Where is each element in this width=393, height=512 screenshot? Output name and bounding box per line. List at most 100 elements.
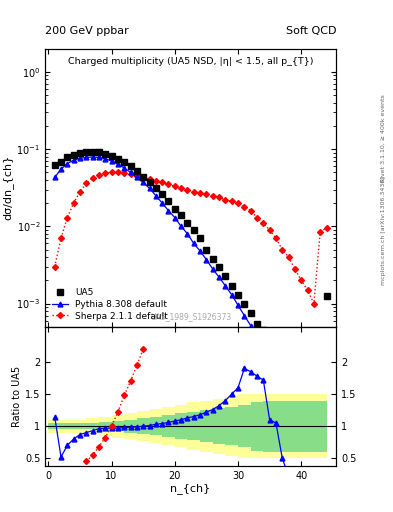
UA5 — [280, 341, 285, 347]
Pythia 8.308 default — [147, 185, 152, 191]
Sherpa 2.1.1 default — [191, 189, 196, 195]
Sherpa 2.1.1 default — [286, 254, 291, 260]
UA5 — [242, 301, 247, 307]
UA5 — [52, 162, 57, 168]
Sherpa 2.1.1 default — [141, 175, 145, 181]
Pythia 8.308 default — [198, 248, 202, 254]
Pythia 8.308 default — [191, 241, 196, 247]
Line: Pythia 8.308 default: Pythia 8.308 default — [52, 155, 329, 484]
Sherpa 2.1.1 default — [318, 229, 323, 235]
Sherpa 2.1.1 default — [147, 176, 152, 182]
Y-axis label: dσ/dn_{ch}: dσ/dn_{ch} — [3, 155, 14, 220]
Sherpa 2.1.1 default — [305, 287, 310, 293]
Sherpa 2.1.1 default — [52, 264, 57, 270]
UA5 — [267, 331, 272, 337]
UA5 — [166, 198, 171, 204]
Pythia 8.308 default — [248, 323, 253, 329]
Pythia 8.308 default — [173, 215, 177, 221]
Pythia 8.308 default — [292, 409, 297, 415]
Pythia 8.308 default — [255, 333, 259, 339]
UA5 — [255, 321, 259, 327]
Sherpa 2.1.1 default — [248, 207, 253, 214]
Pythia 8.308 default — [204, 257, 209, 263]
Pythia 8.308 default — [185, 231, 190, 237]
Sherpa 2.1.1 default — [173, 183, 177, 189]
UA5 — [141, 174, 145, 180]
UA5 — [324, 293, 329, 299]
UA5 — [204, 246, 209, 252]
Pythia 8.308 default — [71, 157, 76, 163]
Pythia 8.308 default — [318, 462, 323, 468]
Sherpa 2.1.1 default — [280, 246, 285, 252]
Sherpa 2.1.1 default — [71, 200, 76, 206]
UA5 — [128, 163, 133, 169]
UA5 — [223, 272, 228, 279]
Pythia 8.308 default — [210, 266, 215, 272]
Text: Charged multiplicity (UA5 NSD, |η| < 1.5, all p_{T}): Charged multiplicity (UA5 NSD, |η| < 1.5… — [68, 57, 313, 66]
Pythia 8.308 default — [305, 432, 310, 438]
Pythia 8.308 default — [267, 356, 272, 362]
UA5 — [191, 227, 196, 233]
UA5 — [230, 283, 234, 289]
Sherpa 2.1.1 default — [230, 198, 234, 204]
UA5 — [90, 148, 95, 155]
Pythia 8.308 default — [242, 312, 247, 318]
UA5 — [236, 292, 241, 298]
Sherpa 2.1.1 default — [128, 172, 133, 178]
UA5 — [160, 191, 165, 197]
UA5 — [71, 152, 76, 158]
Sherpa 2.1.1 default — [154, 178, 158, 184]
Text: Rivet 3.1.10, ≥ 400k events: Rivet 3.1.10, ≥ 400k events — [381, 94, 386, 182]
Sherpa 2.1.1 default — [122, 170, 127, 176]
Pythia 8.308 default — [324, 478, 329, 484]
Sherpa 2.1.1 default — [109, 169, 114, 176]
Sherpa 2.1.1 default — [198, 190, 202, 196]
Line: UA5: UA5 — [51, 148, 330, 349]
Sherpa 2.1.1 default — [274, 235, 278, 241]
Pythia 8.308 default — [52, 175, 57, 181]
Sherpa 2.1.1 default — [261, 220, 266, 226]
Sherpa 2.1.1 default — [299, 278, 304, 284]
Pythia 8.308 default — [286, 395, 291, 401]
Text: UA5_1989_S1926373: UA5_1989_S1926373 — [150, 312, 231, 321]
Pythia 8.308 default — [312, 446, 316, 452]
Pythia 8.308 default — [261, 345, 266, 351]
Sherpa 2.1.1 default — [185, 186, 190, 193]
Pythia 8.308 default — [154, 193, 158, 199]
Sherpa 2.1.1 default — [103, 170, 108, 176]
Pythia 8.308 default — [59, 166, 63, 172]
UA5 — [134, 168, 139, 174]
Pythia 8.308 default — [223, 283, 228, 289]
Pythia 8.308 default — [134, 175, 139, 181]
Sherpa 2.1.1 default — [116, 169, 120, 176]
X-axis label: n_{ch}: n_{ch} — [171, 483, 211, 495]
Text: Soft QCD: Soft QCD — [286, 26, 336, 36]
Sherpa 2.1.1 default — [97, 172, 101, 178]
Pythia 8.308 default — [179, 223, 184, 229]
Sherpa 2.1.1 default — [204, 191, 209, 197]
UA5 — [122, 159, 127, 165]
Pythia 8.308 default — [166, 207, 171, 214]
UA5 — [116, 156, 120, 162]
UA5 — [154, 185, 158, 191]
Line: Sherpa 2.1.1 default: Sherpa 2.1.1 default — [53, 170, 329, 306]
UA5 — [103, 151, 108, 157]
Sherpa 2.1.1 default — [324, 225, 329, 231]
Legend: UA5, Pythia 8.308 default, Sherpa 2.1.1 default: UA5, Pythia 8.308 default, Sherpa 2.1.1 … — [50, 286, 170, 323]
UA5 — [261, 327, 266, 333]
Sherpa 2.1.1 default — [236, 200, 241, 206]
UA5 — [198, 235, 202, 241]
UA5 — [97, 149, 101, 155]
Pythia 8.308 default — [97, 155, 101, 161]
Pythia 8.308 default — [299, 418, 304, 424]
UA5 — [286, 343, 291, 349]
Pythia 8.308 default — [236, 302, 241, 308]
UA5 — [185, 220, 190, 226]
UA5 — [77, 150, 82, 156]
UA5 — [217, 264, 221, 270]
UA5 — [59, 159, 63, 165]
Sherpa 2.1.1 default — [59, 235, 63, 241]
Pythia 8.308 default — [103, 156, 108, 162]
UA5 — [109, 153, 114, 159]
Sherpa 2.1.1 default — [223, 197, 228, 203]
